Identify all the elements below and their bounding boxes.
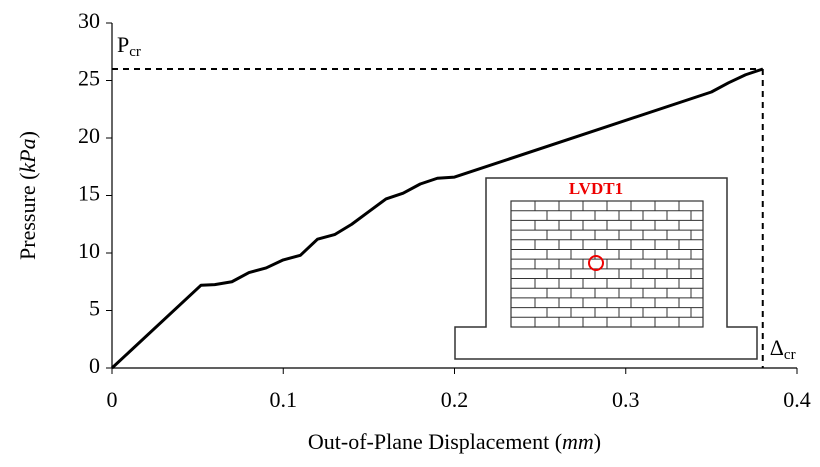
y-tick-label: 25 <box>78 66 100 91</box>
critical-displacement-label-sub: cr <box>784 347 796 363</box>
y-axis-label: Pressure (kPa) <box>15 131 40 260</box>
y-tick-label: 0 <box>89 353 100 378</box>
x-axis-label-part: ) <box>594 429 601 454</box>
y-axis-label-part: Pressure ( <box>15 173 40 260</box>
x-axis-label-part: mm <box>562 429 594 454</box>
y-tick-label: 20 <box>78 123 100 148</box>
x-tick-label: 0.3 <box>612 387 640 412</box>
y-tick-label: 5 <box>89 296 100 321</box>
data-line <box>110 67 764 370</box>
x-axis-label-part: Out-of-Plane Displacement ( <box>308 429 562 454</box>
x-tick-label: 0.2 <box>441 387 469 412</box>
critical-pressure-label-sub: cr <box>129 44 141 60</box>
y-axis-label-part: ) <box>15 131 40 138</box>
inset-label: LVDT1 <box>569 179 623 198</box>
x-axis-label: Out-of-Plane Displacement (mm) <box>308 429 601 454</box>
x-tick-label: 0.1 <box>270 387 298 412</box>
inset-wall-diagram: LVDT1 <box>454 177 758 360</box>
critical-pressure-label-base: P <box>117 32 129 57</box>
x-tick-label: 0.4 <box>783 387 811 412</box>
y-tick-label: 10 <box>78 238 100 263</box>
y-tick-label: 30 <box>78 8 100 33</box>
x-tick-label: 0 <box>107 387 118 412</box>
critical-pressure-label: Pcr <box>117 32 141 60</box>
y-tick-label: 15 <box>78 181 100 206</box>
critical-displacement-label-base: Δ <box>770 335 784 360</box>
critical-displacement-label: Δcr <box>770 335 796 363</box>
y-axis-label-part: kPa <box>15 138 40 172</box>
